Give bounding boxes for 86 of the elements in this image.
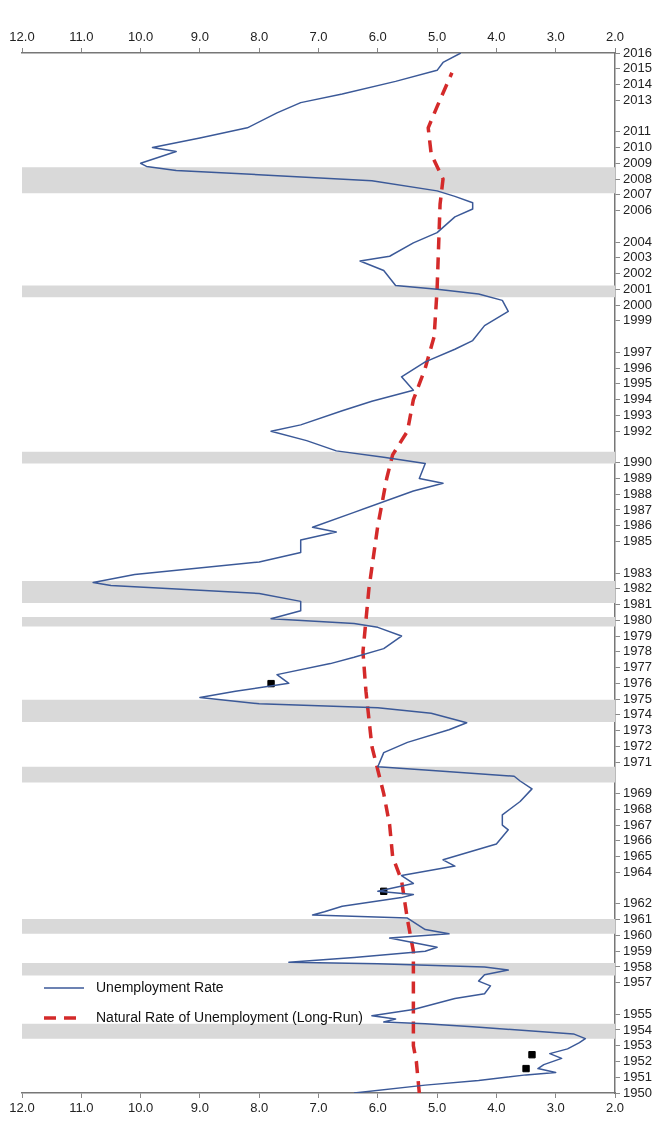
y-tick-label: 1968 <box>623 800 652 816</box>
y-tick-label: 1966 <box>623 832 652 848</box>
y-tick-label: 1952 <box>623 1053 652 1069</box>
x-tick-label: 6.0 <box>368 1100 387 1116</box>
y-tick-label: 1996 <box>623 359 652 375</box>
y-tick-label: 1982 <box>623 580 652 596</box>
x-tick-label: 11.0 <box>69 1100 94 1116</box>
y-tick-label: 1997 <box>623 343 652 359</box>
y-tick-label: 1986 <box>623 517 652 533</box>
y-tick-label: 2004 <box>623 233 652 249</box>
y-tick-label: 1971 <box>623 753 652 769</box>
x-tick-label: 7.0 <box>309 1100 328 1116</box>
x-tick-label: 9.0 <box>190 1100 209 1116</box>
y-tick-label: 2003 <box>623 249 652 265</box>
x2-tick-label: 11.0 <box>69 28 94 44</box>
y-tick-label: 2000 <box>623 296 652 312</box>
y-tick-label: 1973 <box>623 722 652 738</box>
legend-label: Unemployment Rate <box>96 978 224 995</box>
y-tick-label: 1964 <box>623 863 652 879</box>
y-tick-label: 1958 <box>623 958 652 974</box>
y-tick-label: 1994 <box>623 391 652 407</box>
y-tick-label: 1957 <box>623 974 652 990</box>
y-tick-label: 2008 <box>623 170 652 186</box>
x2-tick-label: 5.0 <box>428 28 447 44</box>
y-tick-label: 1988 <box>623 485 652 501</box>
x2-tick-label: 7.0 <box>309 28 328 44</box>
y-tick-label: 1960 <box>623 927 652 942</box>
x2-tick-label: 10.0 <box>127 28 154 44</box>
x2-tick-label: 2.0 <box>605 28 625 44</box>
y-tick-label: 1962 <box>623 895 652 911</box>
y-tick-label: 2011 <box>623 123 651 139</box>
y-tick-label: 1992 <box>623 422 652 438</box>
y-tick-label: 2009 <box>623 154 652 170</box>
x2-tick-label: 8.0 <box>250 28 269 44</box>
y-tick-label: 1995 <box>623 375 652 391</box>
y-tick-label: 1993 <box>623 407 652 422</box>
y-tick-label: 1985 <box>623 533 652 549</box>
x2-tick-label: 3.0 <box>546 28 565 44</box>
y-tick-label: 1955 <box>623 1005 652 1021</box>
x2-tick-label: 9.0 <box>190 28 209 44</box>
x2-tick-label: 12.0 <box>9 28 35 44</box>
x-tick-label: 4.0 <box>487 1100 506 1116</box>
y-tick-label: 1977 <box>623 659 652 675</box>
legend-label: Natural Rate of Unemployment (Long-Run) <box>96 1008 363 1025</box>
y-tick-label: 2016 <box>623 44 652 60</box>
y-tick-label: 1972 <box>623 737 652 753</box>
x2-tick-label: 6.0 <box>368 28 387 44</box>
x-tick-label: 8.0 <box>250 1100 269 1116</box>
x-tick-label: 5.0 <box>428 1100 447 1116</box>
y-tick-label: 1967 <box>623 816 652 832</box>
y-tick-label: 1983 <box>623 564 652 580</box>
y-tick-label: 1974 <box>623 706 652 722</box>
y-tick-label: 1961 <box>623 911 652 927</box>
y-tick-label: 2002 <box>623 265 652 281</box>
y-tick-label: 2010 <box>623 139 652 155</box>
y-tick-label: 1980 <box>623 611 652 627</box>
y-tick-label: 1999 <box>623 312 652 328</box>
y-tick-label: 1954 <box>623 1021 652 1037</box>
y-tick-label: 1953 <box>623 1037 652 1053</box>
x-tick-label: 12.0 <box>9 1100 35 1116</box>
y-tick-label: 2014 <box>623 76 652 92</box>
y-tick-label: 1989 <box>623 470 652 486</box>
y-tick-label: 1951 <box>623 1068 652 1084</box>
y-tick-label: 1976 <box>623 674 652 690</box>
y-tick-label: 2015 <box>623 60 652 76</box>
y-tick-label: 2001 <box>623 280 652 296</box>
y-tick-label: 1965 <box>623 848 652 864</box>
y-tick-label: 1959 <box>623 942 652 958</box>
point <box>528 1051 536 1059</box>
y-tick-label: 1987 <box>623 501 652 517</box>
line-series <box>361 70 454 1093</box>
y-tick-label: 2006 <box>623 202 652 218</box>
x2-tick-label: 4.0 <box>487 28 506 44</box>
x-tick-label: 10.0 <box>127 1100 154 1116</box>
point <box>522 1064 530 1073</box>
x-tick-label: 2.0 <box>605 1100 625 1116</box>
y-tick-label: 2013 <box>623 91 652 107</box>
x-tick-label: 3.0 <box>546 1100 565 1116</box>
y-tick-label: 1950 <box>623 1084 652 1100</box>
y-tick-label: 2007 <box>623 186 652 202</box>
y-tick-label: 1981 <box>623 596 652 612</box>
y-tick-label: 1990 <box>623 454 652 470</box>
y-tick-label: 1969 <box>623 785 652 801</box>
y-tick-label: 1979 <box>623 627 652 643</box>
y-tick-label: 1975 <box>623 690 652 706</box>
y-tick-label: 1978 <box>623 643 652 659</box>
